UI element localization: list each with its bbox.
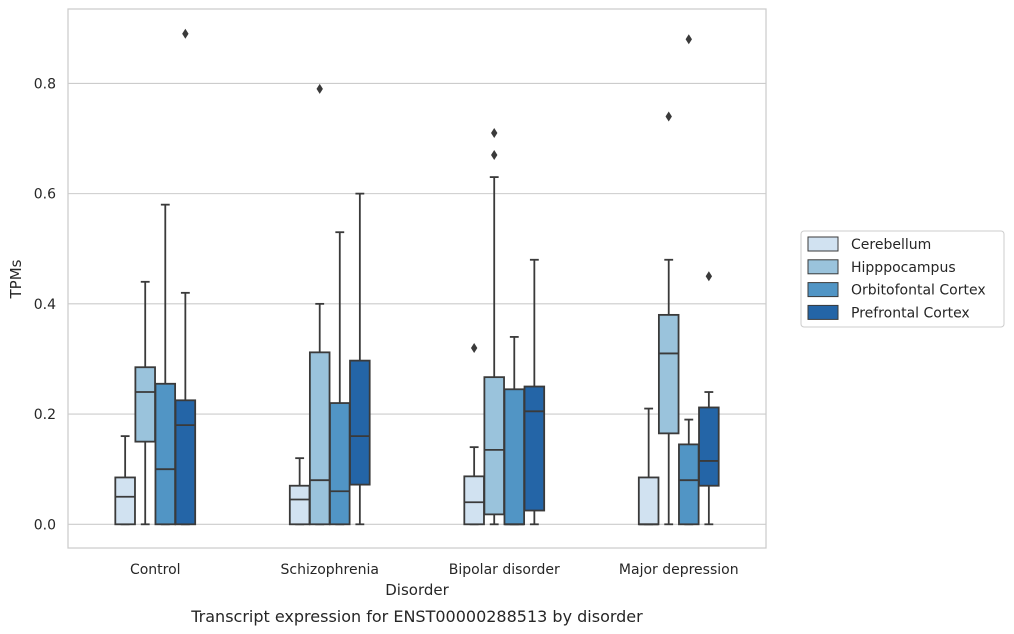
outlier-point [705,271,713,282]
box [349,192,371,526]
figure-caption: Transcript expression for ENST0000028851… [190,607,643,626]
iqr-box [503,388,526,526]
x-tick-label: Major depression [619,562,739,578]
iqr-box [678,443,700,526]
x-tick-labels: Control Schizophrenia Bipolar disorder Majo… [130,562,739,578]
box [174,28,197,526]
series-cerebellum [114,342,660,526]
legend-entries: Cerebellum Hipppocampus Orbitofontal Corte… [807,236,986,321]
box [503,336,526,526]
legend-entry: Cerebellum [807,236,931,253]
plot-frame [67,8,767,549]
iqr-box [637,476,660,526]
iqr-box [523,385,546,512]
legend-swatch [807,236,839,252]
x-tick-label: Control [130,562,181,578]
box [637,407,660,526]
legend-label: Prefrontal Cortex [851,305,970,321]
box [463,342,485,526]
box [698,271,720,526]
outlier-point [470,342,478,353]
y-tick-label: 0.2 [34,407,56,423]
series-prefrontal-cortex [174,28,720,526]
y-tick-labels: 0.0 0.2 0.4 0.6 0.8 [34,76,56,533]
legend-label: Hipppocampus [851,260,956,276]
iqr-box [308,351,331,526]
box [114,435,136,526]
legend: Cerebellum Hipppocampus Orbitofontal Corte… [800,230,1005,328]
legend-entry: Orbitofontal Cortex [807,282,986,299]
legend-swatch [807,259,839,275]
y-tick-label: 0.4 [34,297,56,313]
iqr-box [114,476,136,526]
box [523,258,546,526]
iqr-box [463,475,485,526]
x-axis-label: Disorder [385,581,449,599]
x-tick-label: Bipolar disorder [449,562,560,578]
outlier-point [665,111,672,122]
outlier-point [491,128,498,139]
y-tick-label: 0.0 [34,517,56,533]
outlier-point [182,28,189,39]
y-tick-label: 0.8 [34,76,56,92]
box [329,231,351,526]
y-tick-label: 0.6 [34,187,56,203]
box [134,280,156,526]
iqr-box [134,366,156,443]
legend-entry: Hipppocampus [807,259,956,276]
legend-entry: Prefrontal Cortex [807,304,970,321]
iqr-box [288,484,311,526]
legend-swatch [807,282,839,298]
outlier-point [685,34,692,45]
legend-label: Cerebellum [851,237,931,253]
iqr-box [483,376,505,516]
iqr-box [174,399,197,526]
legend-swatch [807,304,839,320]
legend-label: Orbitofontal Cortex [851,283,986,299]
iqr-box [657,313,680,435]
iqr-box [698,406,720,487]
legend-frame [800,230,1005,328]
iqr-box [154,382,177,526]
iqr-box [349,359,371,486]
series-orbitofontal-cortex [154,34,700,526]
box [308,83,331,526]
outlier-point [316,83,323,94]
series-hipppocampus [134,83,680,526]
box [657,111,680,526]
outlier-point [491,150,498,161]
x-tick-label: Schizophrenia [281,562,379,578]
iqr-box [329,402,351,526]
y-axis-label: TPMs [7,259,25,299]
box-series [114,28,720,526]
